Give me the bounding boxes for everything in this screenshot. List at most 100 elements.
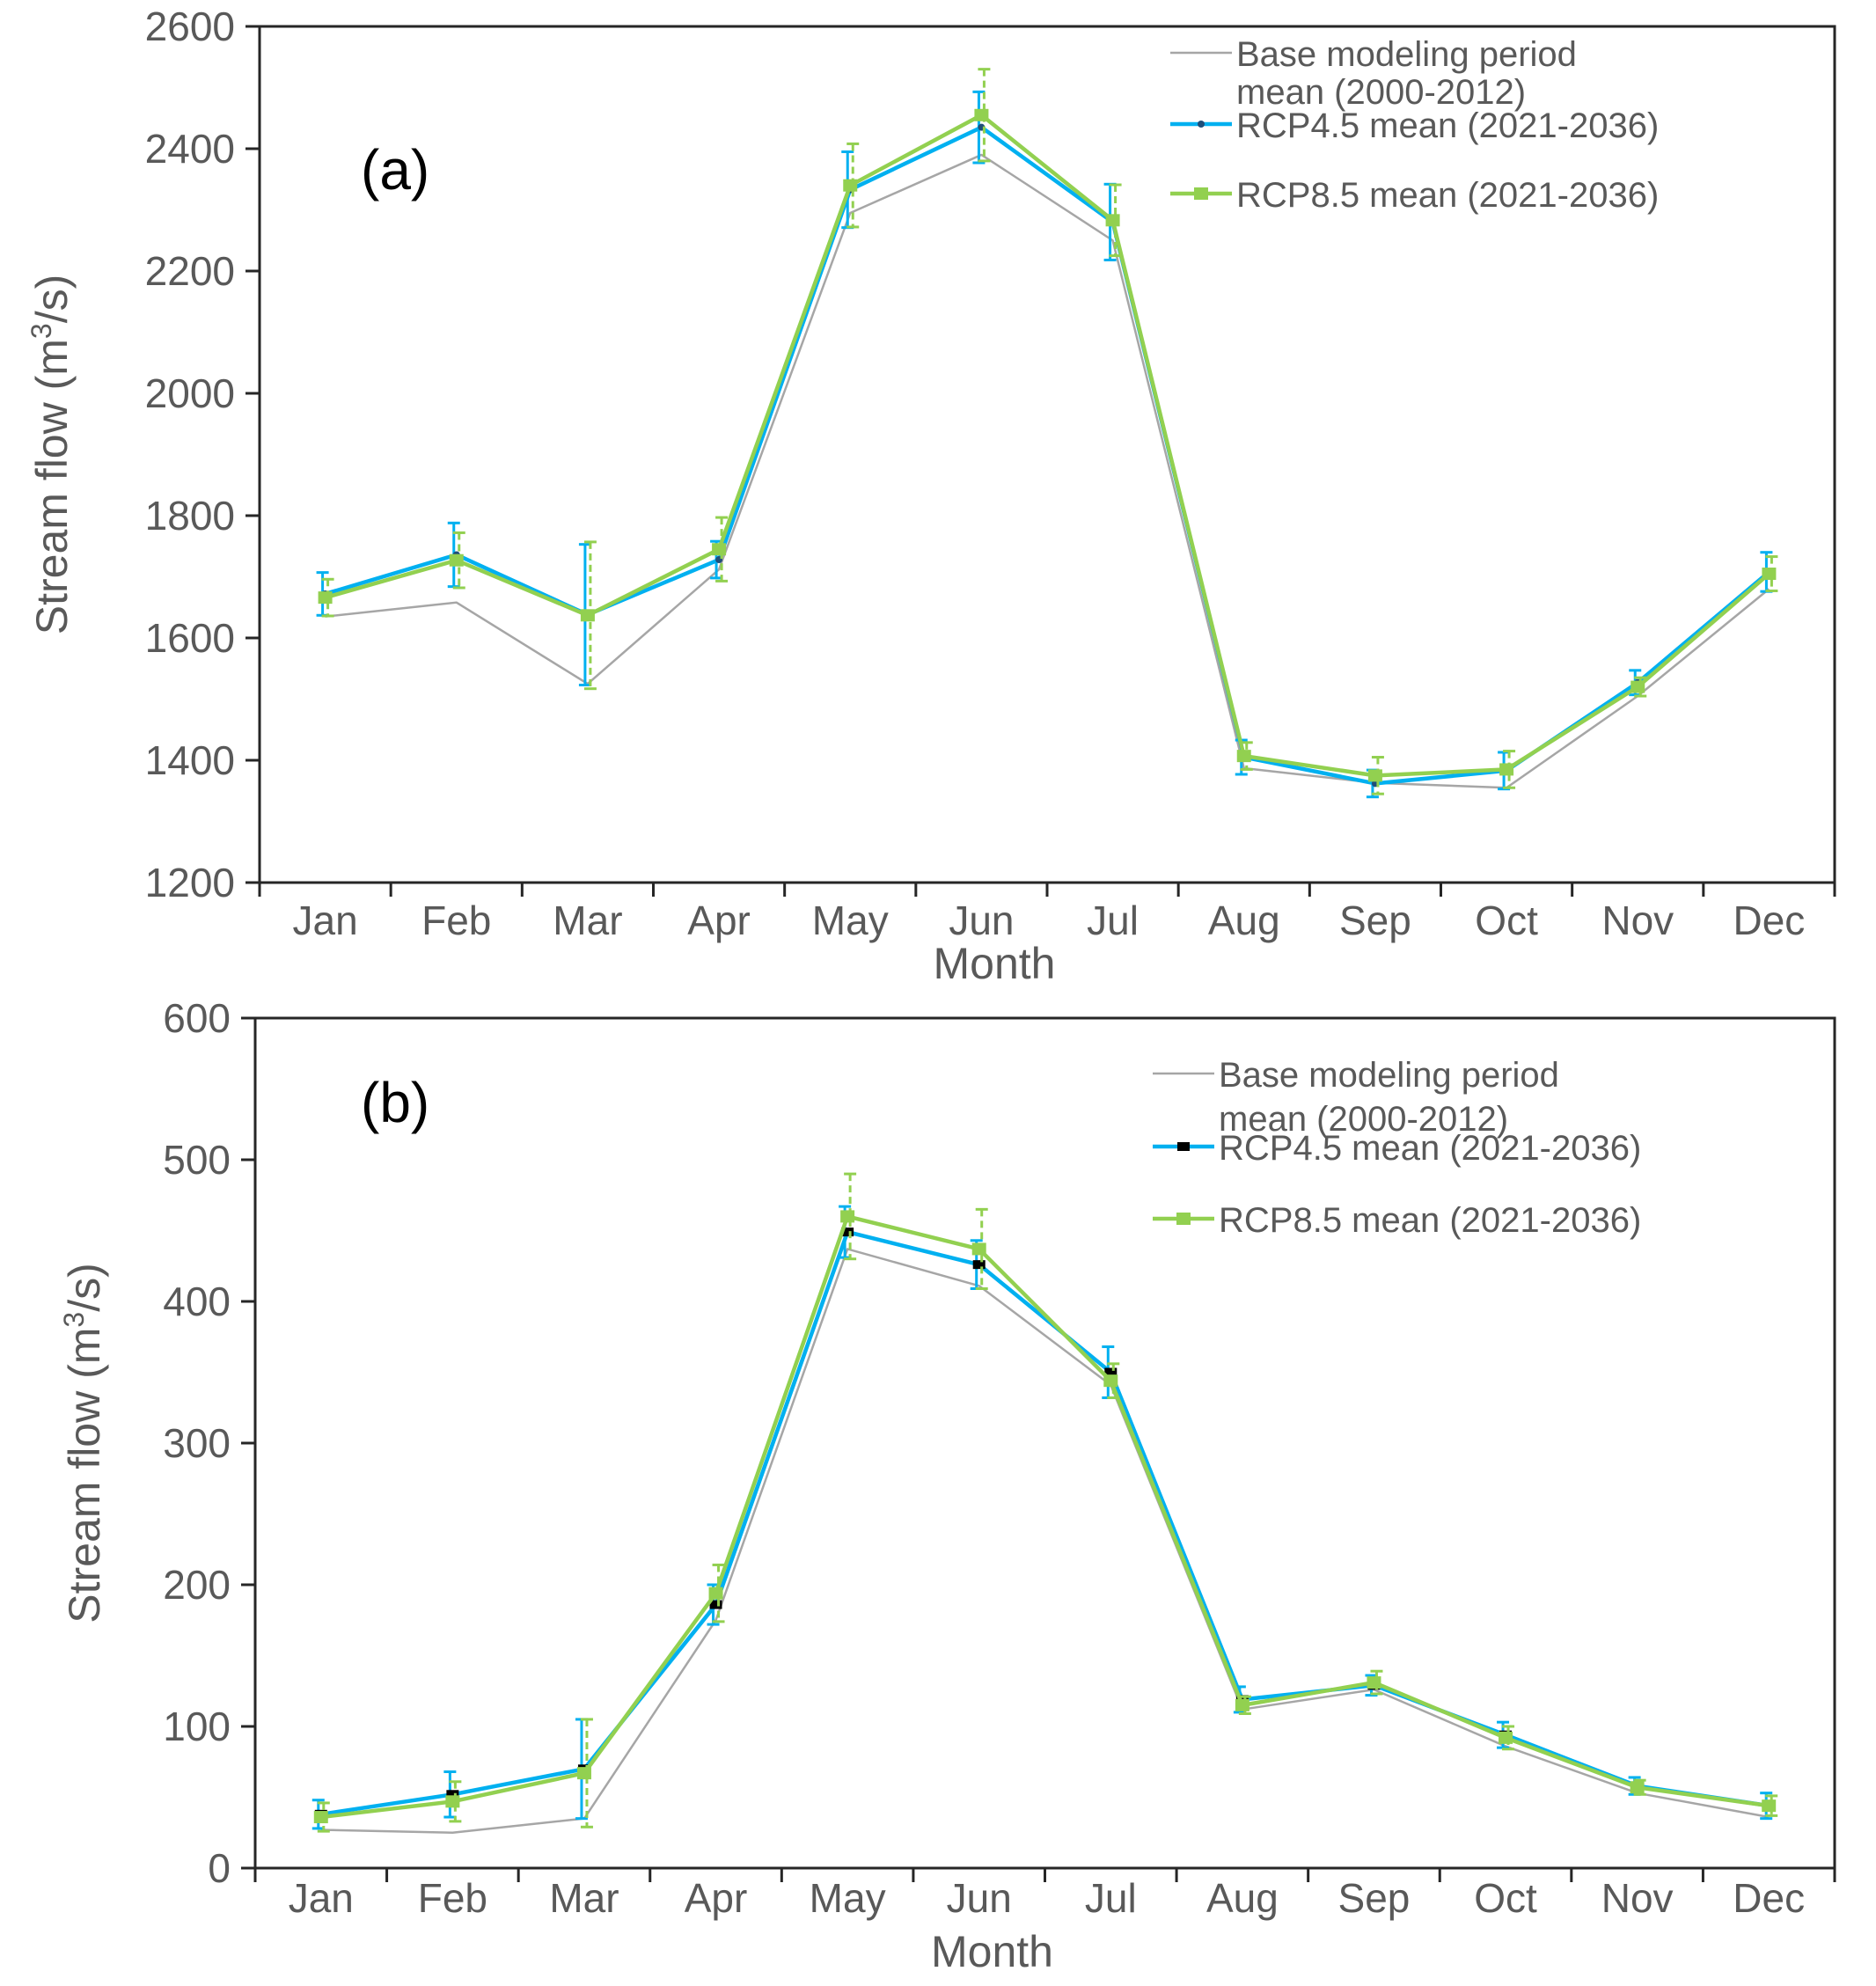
legend-base-label: Base modeling period	[1219, 1056, 1559, 1095]
rcp85-point-feb	[449, 553, 464, 567]
x-tick-label: Jul	[1085, 1875, 1137, 1921]
y-tick-label: 2000	[145, 370, 235, 416]
x-tick-label: Jan	[292, 898, 357, 943]
y-tick-label: 2200	[145, 248, 235, 294]
x-tick-label: Oct	[1475, 898, 1538, 943]
series-base	[320, 1248, 1770, 1834]
x-tick-label: Mar	[553, 898, 622, 943]
y-tick-label: 1400	[145, 737, 235, 783]
x-tick-label: Dec	[1733, 898, 1806, 943]
legend-base-label-line2: mean (2000-2012)	[1236, 73, 1526, 112]
rcp85-point-dec	[1762, 568, 1777, 581]
x-tick-label: Feb	[421, 898, 491, 943]
y-tick-label: 0	[208, 1845, 231, 1891]
y-axis-title: Stream flow (m3/s)	[58, 1263, 109, 1623]
rcp85-point-nov	[1630, 1781, 1645, 1794]
legend-rcp85-marker	[1194, 187, 1208, 200]
legend-rcp85-label: RCP8.5 mean (2021-2036)	[1219, 1201, 1641, 1240]
series-rcp85	[313, 1172, 1778, 1833]
rcp85-point-nov	[1631, 680, 1645, 693]
legend-base-label: Base modeling period	[1236, 35, 1577, 74]
x-tick-label: Apr	[685, 1875, 748, 1921]
rcp85-point-may	[843, 179, 858, 192]
plot-frame	[258, 25, 1836, 884]
y-tick-label: 1200	[145, 860, 235, 905]
x-tick-label: May	[810, 1875, 886, 1921]
series-base	[325, 153, 1770, 789]
x-tick-label: Feb	[418, 1875, 487, 1921]
legend-rcp45-label: RCP4.5 mean (2021-2036)	[1219, 1129, 1641, 1168]
rcp85-point-jun	[974, 108, 989, 121]
legend-rcp45-label: RCP4.5 mean (2021-2036)	[1236, 106, 1659, 145]
y-tick-label: 400	[163, 1279, 231, 1324]
rcp85-line	[320, 1214, 1770, 1820]
rcp85-point-aug	[1236, 750, 1251, 763]
x-tick-label: Apr	[687, 898, 751, 943]
x-tick-label: Nov	[1601, 1875, 1674, 1921]
rcp85-point-oct	[1499, 763, 1514, 776]
base-line	[320, 1248, 1770, 1834]
x-tick-label: Jul	[1087, 898, 1139, 943]
x-tick-label: Dec	[1733, 1875, 1805, 1921]
rcp45-point-feb	[446, 1790, 459, 1799]
x-axis-title: Month	[931, 1927, 1053, 1976]
y-tick-label: 1600	[145, 615, 235, 661]
legend-b: Base modeling period mean (2000-2012)RCP4…	[1153, 1056, 1641, 1240]
x-tick-label: Oct	[1474, 1875, 1537, 1921]
rcp85-point-sep	[1367, 769, 1382, 782]
rcp45-point-apr	[709, 1600, 722, 1609]
y-tick-label: 500	[163, 1137, 231, 1183]
rcp85-point-jun	[971, 1242, 986, 1256]
y-tick-label: 2600	[145, 4, 235, 49]
rcp45-line	[320, 1229, 1770, 1817]
series-rcp85	[318, 68, 1778, 795]
x-tick-label: Jun	[949, 898, 1014, 943]
rcp85-point-jan	[318, 591, 333, 605]
legend-rcp85-label: RCP8.5 mean (2021-2036)	[1236, 176, 1659, 215]
x-axis-title: Month	[934, 939, 1056, 988]
y-tick-label: 300	[163, 1420, 231, 1466]
rcp45-point-may	[841, 1228, 854, 1237]
legend-rcp45-marker	[1198, 121, 1205, 128]
rcp45-point-jun	[972, 1260, 986, 1270]
rcp85-point-aug	[1235, 1698, 1249, 1711]
x-tick-label: Nov	[1601, 898, 1674, 943]
y-tick-label: 2400	[145, 126, 235, 172]
rcp85-point-mar	[576, 1767, 591, 1780]
rcp85-point-apr	[708, 1587, 723, 1600]
rcp85-point-may	[840, 1210, 855, 1223]
x-tick-label: Sep	[1338, 1875, 1411, 1921]
panel-label: (a)	[361, 138, 429, 202]
rcp85-line	[324, 113, 1770, 778]
y-tick-label: 100	[163, 1704, 231, 1749]
rcp85-point-jul	[1105, 214, 1120, 227]
rcp85-point-feb	[445, 1795, 460, 1808]
rcp85-point-dec	[1762, 1799, 1777, 1813]
panel-label: (b)	[361, 1071, 429, 1134]
base-line	[325, 153, 1770, 789]
rcp85-point-jul	[1103, 1374, 1118, 1388]
x-tick-label: Aug	[1208, 898, 1280, 943]
x-tick-label: Mar	[549, 1875, 619, 1921]
x-tick-label: Jan	[289, 1875, 354, 1921]
y-axis-title: Stream flow (m3/s)	[26, 275, 77, 635]
series-rcp45	[311, 1205, 1776, 1830]
x-tick-label: May	[812, 898, 889, 943]
rcp85-point-apr	[712, 543, 727, 556]
legend-rcp45-marker	[1177, 1142, 1190, 1151]
x-tick-label: Aug	[1206, 1875, 1279, 1921]
rcp85-point-mar	[580, 609, 595, 622]
y-tick-label: 1800	[145, 493, 235, 539]
rcp85-point-sep	[1367, 1676, 1381, 1689]
rcp85-point-oct	[1499, 1731, 1513, 1744]
chart-panel-b: 0 100 200 300 400 500 600 Jan Feb Mar Apr May Jun Jul…	[58, 995, 1836, 1976]
rcp85-point-jan	[313, 1811, 328, 1824]
rcp45-point-jul	[1104, 1367, 1118, 1377]
legend-rcp85-marker	[1176, 1213, 1191, 1225]
legend-base-label-line2: mean (2000-2012)	[1219, 1100, 1508, 1139]
y-tick-label: 600	[163, 995, 231, 1041]
x-tick-label: Sep	[1339, 898, 1411, 943]
chart-panel-a: 1200 1400 1600 1800 2000 2200 2400 2600 Jan Feb Ma…	[26, 4, 1836, 988]
rcp45-line	[324, 125, 1770, 786]
